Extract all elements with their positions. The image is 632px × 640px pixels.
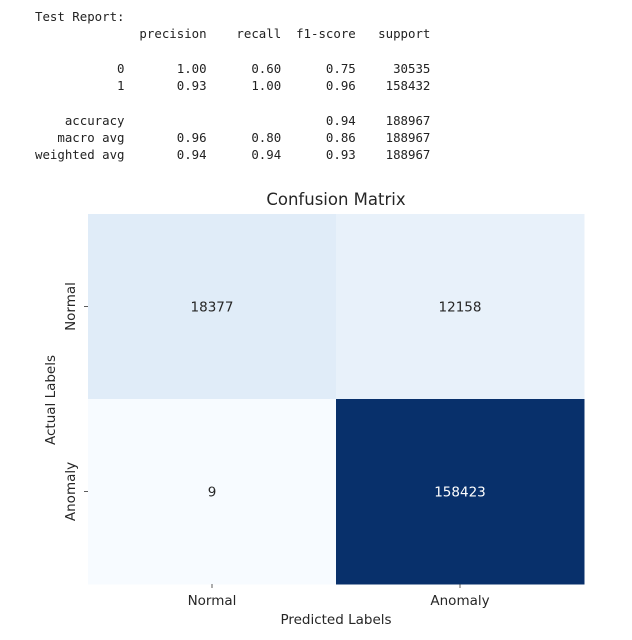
x-tick-label: Normal bbox=[188, 593, 237, 609]
heatmap-cell-label: 158423 bbox=[434, 485, 486, 501]
heatmap-cell-label: 9 bbox=[208, 485, 217, 501]
report-line: Test Report: bbox=[35, 9, 125, 24]
report-line: accuracy 0.94 188967 bbox=[35, 112, 431, 128]
report-blank-line bbox=[35, 43, 430, 60]
heatmap-cell-label: 18377 bbox=[191, 300, 234, 316]
heatmap-cell bbox=[88, 214, 337, 400]
chart-title: Confusion Matrix bbox=[266, 190, 406, 209]
report-blank-line bbox=[35, 94, 430, 111]
report-line: precision recall f1-score support bbox=[35, 26, 431, 42]
y-axis-ticks: Normal Anomaly bbox=[63, 282, 88, 521]
heatmap-cell bbox=[336, 399, 585, 585]
y-axis-label: Actual Labels bbox=[43, 355, 59, 445]
x-axis-ticks: Normal Anomaly bbox=[188, 584, 490, 609]
heatmap-cell-labels: 18377 12158 9 158423 bbox=[191, 300, 486, 501]
heatmap-cells bbox=[88, 214, 585, 585]
y-tick-label: Normal bbox=[63, 282, 79, 331]
x-axis-label: Predicted Labels bbox=[280, 612, 391, 628]
report-line: 0 1.00 0.60 0.75 30535 bbox=[35, 60, 431, 76]
report-line: weighted avg 0.94 0.94 0.93 188967 bbox=[35, 147, 431, 163]
heatmap-cell-label: 12158 bbox=[439, 300, 482, 316]
confusion-matrix-svg: Confusion Matrix 18377 12158 9 158423 Norma… bbox=[43, 190, 585, 628]
report-line: 1 0.93 1.00 0.96 158432 bbox=[35, 78, 431, 94]
classification-report: Test Report: precision recall f1-score s… bbox=[35, 8, 430, 164]
report-line: macro avg 0.96 0.80 0.86 188967 bbox=[35, 130, 431, 146]
confusion-matrix-chart: Confusion Matrix 18377 12158 9 158423 Norma… bbox=[0, 185, 632, 635]
heatmap-cell bbox=[336, 214, 585, 400]
heatmap-cell bbox=[88, 399, 337, 585]
y-tick-label: Anomaly bbox=[63, 462, 79, 521]
x-tick-label: Anomaly bbox=[430, 593, 489, 609]
